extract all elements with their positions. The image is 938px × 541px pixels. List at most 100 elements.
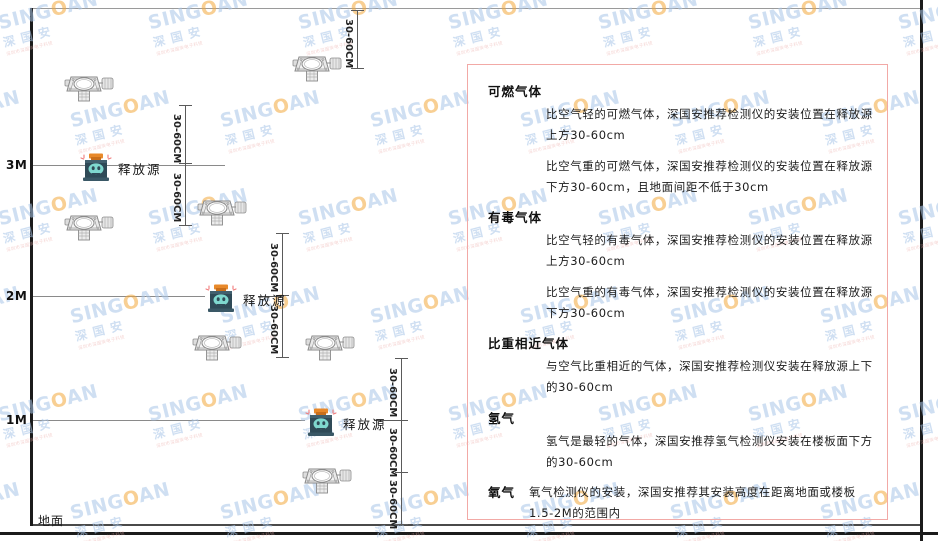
axis-label-1m: 1M — [6, 413, 28, 427]
info-section-title-oxygen: 氧气 — [488, 485, 516, 501]
watermark-brand: SINGOAN — [895, 0, 938, 35]
info-section-oxygen: 氧气 氧气检测仪的安装，深国安推荐其安装高度在距离地面或楼板1.5-2M的范围内 — [484, 482, 873, 534]
axis-label-3m: 3M — [6, 158, 28, 172]
detector-top-left-icon — [62, 66, 118, 106]
release-source-3m-icon — [78, 152, 114, 182]
vertical-axis — [30, 8, 33, 526]
watermark-brand: SINGOAN — [295, 184, 401, 231]
info-section-title-similar-density-gas: 比重相近气体 — [488, 336, 570, 352]
watermark-brand: SINGOAN — [67, 478, 173, 525]
watermark-sub: 深圳市深国安电子科技 — [0, 317, 44, 351]
watermark-brand: SINGOAN — [295, 0, 401, 35]
watermark-brand-cn: 深国安 — [223, 121, 280, 148]
watermark-brand: SINGOAN — [217, 86, 323, 133]
dim-low-b: 30-60CM — [387, 420, 408, 478]
info-section-combustible-gas: 可燃气体 比空气轻的可燃气体，深国安推荐检测仪的安装位置在释放源上方30-60cm… — [484, 81, 873, 198]
info-section-similar-density-gas: 比重相近气体与空气比重相近的气体，深国安推荐检测仪安装在释放源上下的30-60c… — [484, 333, 873, 399]
watermark-brand-cn: 深国安 — [0, 104, 42, 149]
release-source-2m-label: 释放源 — [243, 293, 287, 308]
watermark-brand-cn: 深国安 — [151, 23, 208, 50]
dimension-tick — [179, 163, 192, 164]
dimension-line — [282, 233, 283, 295]
info-paragraph: 比空气轻的可燃气体，深国安推荐检测仪的安装位置在释放源上方30-60cm — [546, 107, 873, 143]
release-source-1m-icon — [303, 407, 339, 437]
release-source-2m-icon — [203, 283, 239, 313]
dimension-line — [185, 163, 186, 225]
release-source-3m-label: 释放源 — [118, 162, 162, 177]
watermark-brand: SINGOAN — [145, 380, 251, 427]
watermark-brand: SINGOAN — [895, 195, 938, 231]
watermark-brand-cn: 深国安 — [751, 23, 808, 50]
info-section-body-hydrogen: 氢气是最轻的气体，深国安推荐氢气检测仪安装在楼板面下方的30-60cm — [546, 431, 873, 474]
detector-mid-right-icon — [195, 190, 251, 230]
detector-right-2m-icon — [303, 325, 359, 365]
watermark-brand: SINGOAN — [895, 391, 938, 427]
info-section-toxic-gas: 有毒气体 比空气轻的有毒气体，深国安推荐检测仪的安装位置在释放源上方30-60cm… — [484, 207, 873, 324]
detector-below-3m-icon — [62, 205, 118, 245]
info-panel: 可燃气体 比空气轻的可燃气体，深国安推荐检测仪的安装位置在释放源上方30-60cm… — [467, 64, 888, 520]
dimension-tick — [179, 225, 192, 226]
dimension-tick — [395, 524, 408, 525]
dimension-line — [401, 472, 402, 524]
watermark-sub: 深圳市深国安电子科技 — [155, 40, 204, 57]
watermark-brand: SINGOAN — [595, 0, 701, 35]
dimension-line — [282, 295, 283, 357]
leader-line-2m — [258, 296, 284, 297]
dimension-tick — [276, 295, 289, 296]
dimension-label: 30-60CM — [387, 428, 398, 478]
frame-right-border — [920, 0, 923, 541]
dimension-tick — [276, 233, 289, 234]
dimension-tick — [351, 68, 364, 69]
watermark-brand: SINGOAN — [67, 282, 173, 329]
dimension-label: 30-60CM — [171, 114, 182, 164]
dimension-label: 30-60CM — [387, 480, 398, 530]
info-section-body-oxygen: 氧气检测仪的安装，深国安推荐其安装高度在距离地面或楼板1.5-2M的范围内 — [529, 482, 873, 534]
frame-top-line — [30, 8, 922, 9]
ground-line — [30, 524, 922, 526]
dim-mid-a: 30-60CM — [268, 233, 289, 296]
dimension-line — [357, 10, 358, 68]
dim-low-a: 30-60CM — [387, 358, 408, 421]
dimension-tick — [276, 357, 289, 358]
dimension-label: 30-60CM — [343, 19, 354, 69]
watermark-brand: SINGOAN — [145, 0, 251, 35]
dimension-line — [401, 420, 402, 472]
watermark-sub: 深圳市深国安电子科技 — [227, 530, 276, 541]
watermark-brand-cn: 深国安 — [301, 23, 358, 50]
ground-label: 地面 — [38, 514, 65, 528]
dim-upper-a: 30-60CM — [171, 105, 192, 164]
dimension-tick — [395, 472, 408, 473]
watermark-sub: 深圳市深国安电子科技 — [227, 138, 276, 155]
dimension-line — [401, 358, 402, 420]
info-section-title-toxic-gas: 有毒气体 — [488, 210, 543, 226]
dim-low-c: 30-60CM — [387, 472, 408, 530]
level-line-1m — [33, 420, 305, 421]
dim-upper-b: 30-60CM — [171, 163, 192, 226]
dimension-label: 30-60CM — [268, 304, 279, 355]
info-paragraph: 比空气重的有毒气体，深国安推荐检测仪的安装位置在释放源下方30-60cm — [546, 284, 873, 320]
detector-below-1m-icon — [300, 458, 356, 498]
watermark-brand: SINGOAN — [445, 0, 551, 35]
level-line-3m — [33, 165, 225, 166]
watermark-brand-cn: 深国安 — [301, 219, 358, 246]
watermark-sub: 深圳市深国安电子科技 — [455, 40, 504, 57]
dim-mid-b: 30-60CM — [268, 295, 289, 358]
watermark-sub: 深圳市深国安电子科技 — [77, 530, 126, 541]
info-paragraph: 氢气是最轻的气体，深国安推荐氢气检测仪安装在楼板面下方的30-60cm — [546, 433, 873, 469]
watermark-brand: SINGOAN — [745, 0, 851, 35]
info-paragraph: 氧气检测仪的安装，深国安推荐其安装高度在距离地面或楼板1.5-2M的范围内 — [529, 485, 856, 521]
dimension-label: 30-60CM — [387, 367, 398, 418]
watermark-brand-cn: 深国安 — [0, 300, 42, 345]
detector-upper-center-icon — [290, 46, 346, 86]
info-section-body-combustible-gas: 比空气轻的可燃气体，深国安推荐检测仪的安装位置在释放源上方30-60cm 比空气重… — [546, 104, 873, 198]
leader-line-1m — [374, 420, 402, 421]
info-paragraph: 与空气比重相近的气体，深国安推荐检测仪安装在释放源上下的30-60cm — [546, 359, 873, 395]
watermark-sub: 深圳市深国安电子科技 — [5, 40, 54, 57]
